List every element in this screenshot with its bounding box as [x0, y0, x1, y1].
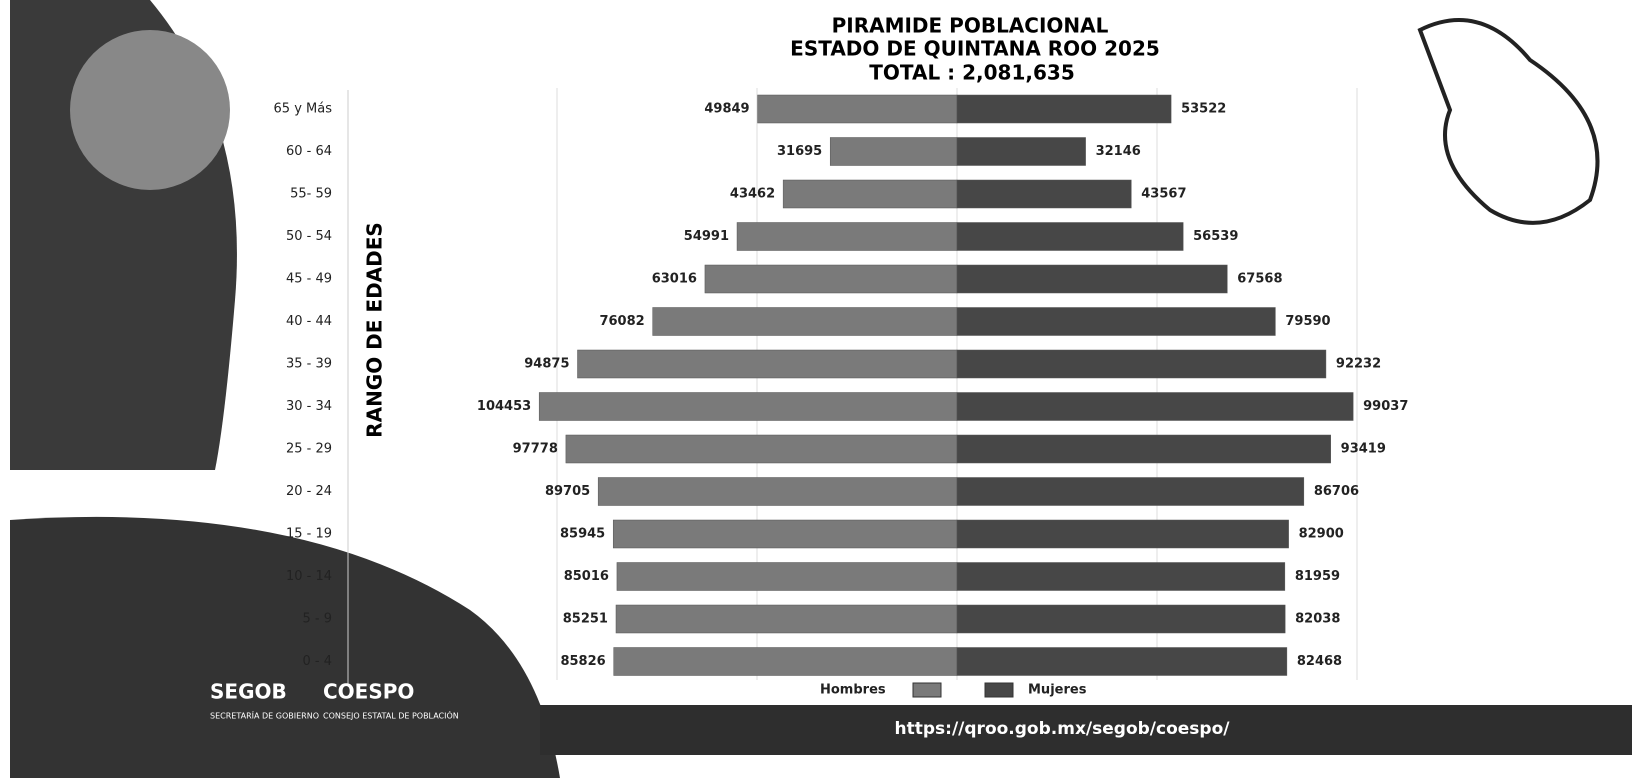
- value-label: 89705: [545, 484, 590, 499]
- y-axis-title: RANGO DE EDADES: [363, 222, 387, 438]
- value-label: 82468: [1297, 654, 1342, 669]
- footer-band: [540, 705, 1632, 755]
- y-tick-label: 5 - 9: [303, 612, 333, 627]
- value-label: 76082: [599, 314, 644, 329]
- value-label: 86706: [1314, 484, 1359, 499]
- bar: [956, 392, 1354, 421]
- value-label: 85945: [560, 527, 605, 542]
- bar: [829, 137, 958, 166]
- value-label: 99037: [1363, 399, 1408, 414]
- bar: [616, 562, 958, 591]
- bar: [612, 519, 958, 549]
- y-tick-label: 20 - 24: [286, 484, 332, 499]
- value-label: 104453: [477, 399, 531, 414]
- bar: [577, 349, 958, 379]
- bar: [956, 307, 1276, 336]
- value-label: 79590: [1285, 314, 1330, 329]
- bar: [736, 222, 958, 251]
- y-tick-label: 25 - 29: [286, 442, 332, 457]
- y-tick-label: 50 - 54: [286, 229, 332, 244]
- bar: [956, 222, 1184, 251]
- y-tick-label: 60 - 64: [286, 144, 332, 159]
- decor-bottom-left: [10, 516, 560, 778]
- value-label: 85826: [560, 654, 605, 669]
- y-tick-label: 40 - 44: [286, 314, 332, 329]
- y-tick-label: 30 - 34: [286, 399, 332, 414]
- value-label: 49849: [704, 102, 749, 117]
- bar: [597, 477, 958, 506]
- legend-label: Mujeres: [1028, 683, 1087, 698]
- value-label: 32146: [1096, 144, 1141, 159]
- bar: [956, 179, 1132, 209]
- y-tick-label: 45 - 49: [286, 272, 332, 287]
- value-label: 97778: [513, 442, 558, 457]
- bar: [956, 562, 1286, 591]
- bar: [538, 392, 958, 421]
- chart-title: ESTADO DE QUINTANA ROO 2025: [790, 37, 1160, 61]
- y-tick-label: 35 - 39: [286, 357, 332, 372]
- bar: [652, 307, 958, 336]
- bar: [956, 647, 1288, 676]
- value-label: 92232: [1336, 357, 1381, 372]
- bar: [956, 349, 1327, 379]
- value-label: 43567: [1141, 187, 1186, 202]
- value-label: 94875: [524, 357, 569, 372]
- value-label: 82038: [1295, 612, 1340, 627]
- bar: [956, 604, 1286, 634]
- chart-title: PIRAMIDE POBLACIONAL: [832, 14, 1109, 38]
- bar: [956, 477, 1305, 506]
- bar: [613, 647, 958, 676]
- value-label: 53522: [1181, 102, 1226, 117]
- value-label: 56539: [1193, 229, 1238, 244]
- legend-label: Hombres: [820, 683, 886, 698]
- decor-globe: [70, 30, 230, 190]
- value-label: 81959: [1295, 569, 1340, 584]
- value-label: 82900: [1299, 527, 1344, 542]
- y-tick-label: 65 y Más: [274, 102, 333, 117]
- value-label: 43462: [730, 187, 775, 202]
- value-label: 54991: [684, 229, 729, 244]
- value-label: 67568: [1237, 272, 1282, 287]
- bar: [565, 434, 958, 464]
- legend-swatch: [984, 682, 1014, 698]
- decor-glyph: [1417, 18, 1600, 225]
- bar: [704, 264, 958, 294]
- value-label: 85016: [564, 569, 609, 584]
- value-label: 85251: [563, 612, 608, 627]
- bar: [757, 94, 958, 124]
- value-label: 31695: [777, 144, 822, 159]
- y-tick-label: 15 - 19: [286, 527, 332, 542]
- chart-title: TOTAL : 2,081,635: [869, 61, 1075, 85]
- value-label: 93419: [1341, 442, 1386, 457]
- y-tick-label: 0 - 4: [303, 654, 333, 669]
- bar: [956, 94, 1172, 124]
- bar: [956, 264, 1228, 294]
- logo-segob: SEGOB: [210, 680, 287, 704]
- bar: [615, 604, 958, 634]
- bar: [956, 137, 1086, 166]
- logo-coespo: COESPO: [323, 680, 414, 704]
- legend-swatch: [912, 682, 942, 698]
- y-tick-label: 10 - 14: [286, 569, 332, 584]
- y-tick-label: 55- 59: [290, 187, 332, 202]
- bar: [956, 519, 1289, 549]
- bar: [956, 434, 1331, 464]
- value-label: 63016: [652, 272, 697, 287]
- bar: [782, 179, 958, 209]
- logo-coespo-sub: CONSEJO ESTATAL DE POBLACIÓN: [323, 710, 459, 721]
- logo-segob-sub: SECRETARÍA DE GOBIERNO: [210, 710, 319, 721]
- footer-url[interactable]: https://qroo.gob.mx/segob/coespo/: [895, 719, 1231, 739]
